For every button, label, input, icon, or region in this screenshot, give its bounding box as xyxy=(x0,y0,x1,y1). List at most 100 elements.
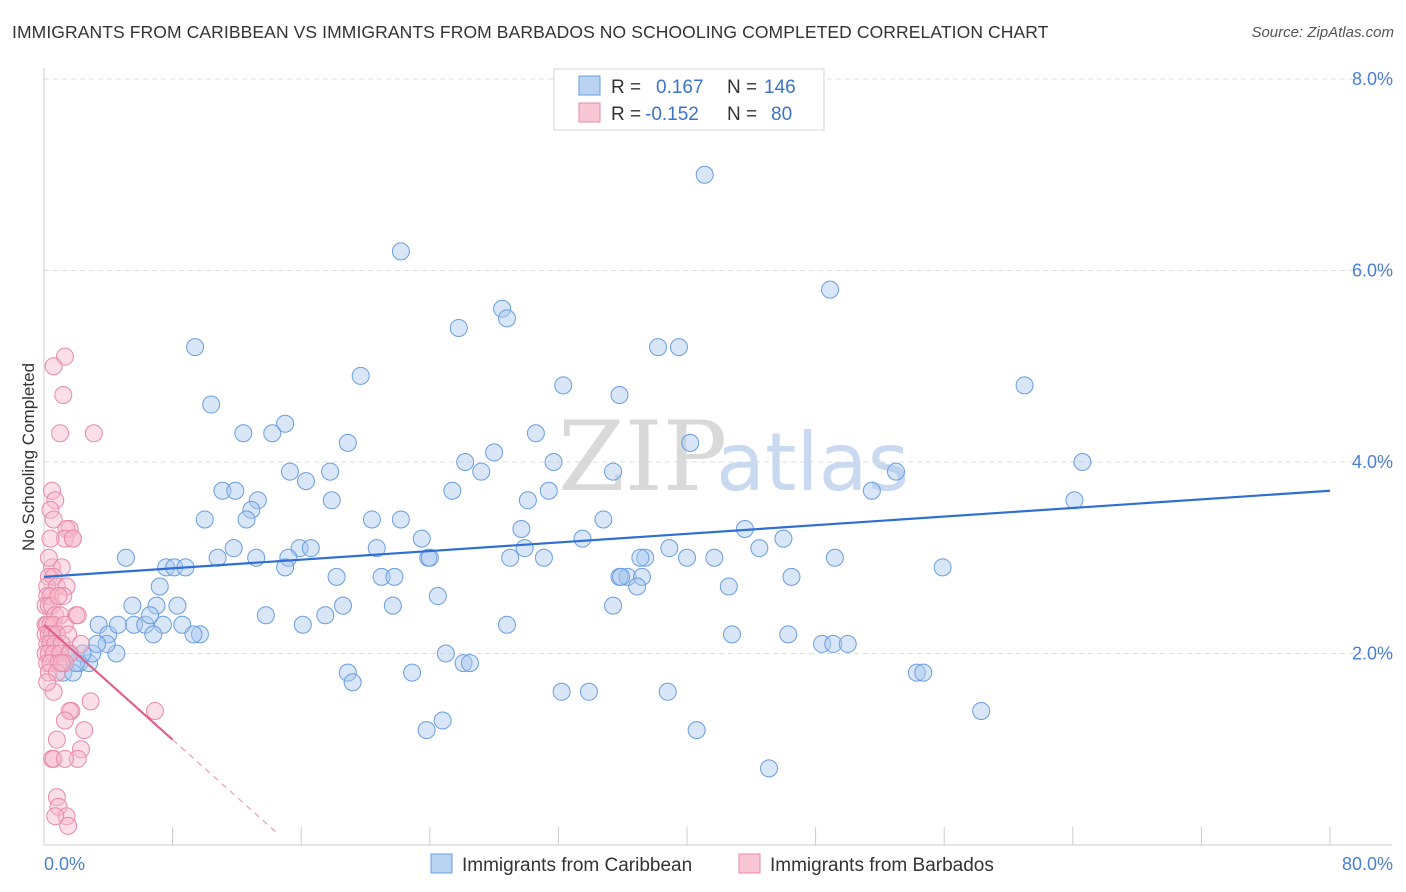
data-point xyxy=(719,577,738,596)
data-point xyxy=(226,481,245,500)
data-point xyxy=(327,567,346,586)
data-point xyxy=(208,548,227,567)
data-point xyxy=(153,615,172,634)
trend-line-caribbean xyxy=(43,489,1331,578)
data-point xyxy=(186,338,205,357)
y-tick-label: 6.0% xyxy=(1352,261,1393,281)
data-point xyxy=(636,548,655,567)
data-point xyxy=(46,807,65,826)
data-point xyxy=(515,539,534,558)
data-point xyxy=(57,520,76,539)
data-point xyxy=(71,740,90,759)
data-point xyxy=(141,606,160,625)
legend-label-caribbean: Immigrants from Caribbean xyxy=(462,855,692,876)
data-point xyxy=(351,366,370,385)
source-label: Source: ZipAtlas.com xyxy=(1251,24,1394,41)
data-point xyxy=(907,663,926,682)
series-legend: Immigrants from Caribbean Immigrants fro… xyxy=(430,853,994,876)
data-point xyxy=(68,749,87,768)
y-tick-label: 4.0% xyxy=(1352,452,1393,472)
data-point xyxy=(391,510,410,529)
data-point xyxy=(297,472,316,491)
data-point xyxy=(632,567,651,586)
data-point xyxy=(544,453,563,471)
data-point xyxy=(51,424,70,443)
trend-extension-barbados xyxy=(172,739,278,834)
data-point xyxy=(49,587,68,606)
data-point xyxy=(631,548,650,567)
legend-swatch-caribbean xyxy=(430,853,453,874)
axes xyxy=(43,68,1392,846)
data-point xyxy=(420,548,439,567)
data-point xyxy=(338,433,357,452)
data-point xyxy=(443,481,462,500)
data-point xyxy=(263,424,282,443)
data-point xyxy=(604,462,623,481)
series-caribbean xyxy=(54,165,1092,778)
data-point xyxy=(612,567,631,586)
data-point xyxy=(59,625,78,644)
data-point xyxy=(886,462,905,481)
data-point xyxy=(658,682,677,701)
data-point xyxy=(60,701,79,720)
data-point xyxy=(552,682,571,701)
data-point xyxy=(914,663,933,682)
data-point xyxy=(338,663,357,682)
data-point xyxy=(456,453,475,471)
data-point xyxy=(779,625,798,644)
data-point xyxy=(116,548,135,567)
data-point xyxy=(594,510,613,529)
grid-lines xyxy=(44,78,1392,654)
legend-n-value: 80 xyxy=(771,104,792,125)
data-point xyxy=(321,462,340,481)
data-point xyxy=(51,606,70,625)
data-point xyxy=(242,500,261,519)
data-point xyxy=(333,596,352,615)
y-axis-title: No Schooling Completed xyxy=(19,363,38,551)
data-point xyxy=(610,385,629,404)
data-point xyxy=(46,491,65,510)
data-point xyxy=(460,654,479,673)
data-point xyxy=(1065,491,1084,510)
data-point xyxy=(280,462,299,481)
trend-lines xyxy=(43,489,1331,834)
data-point xyxy=(84,424,103,443)
data-point xyxy=(750,539,769,558)
data-point xyxy=(44,357,63,376)
data-point xyxy=(75,721,94,740)
data-point xyxy=(38,673,57,692)
data-point xyxy=(301,539,320,558)
data-point xyxy=(59,816,78,835)
watermark: ZIP atlas xyxy=(558,401,909,513)
data-point xyxy=(51,644,70,663)
data-point xyxy=(687,721,706,740)
x-tick-labels: 0.0% 80.0% xyxy=(44,854,1393,874)
data-point xyxy=(55,749,74,768)
x-tick-label: 80.0% xyxy=(1342,854,1393,874)
data-point xyxy=(184,625,203,644)
data-point xyxy=(195,510,214,529)
data-points xyxy=(36,165,1092,835)
watermark-atlas: atlas xyxy=(716,416,909,509)
data-point xyxy=(43,481,62,500)
data-point xyxy=(433,711,452,730)
data-point xyxy=(168,596,187,615)
data-point xyxy=(579,682,598,701)
data-point xyxy=(838,634,857,653)
data-point xyxy=(343,673,362,692)
data-point xyxy=(237,510,256,529)
legend-swatch-caribbean xyxy=(578,75,601,96)
data-point xyxy=(723,625,742,644)
data-point xyxy=(41,500,60,519)
data-point xyxy=(276,414,295,433)
y-tick-label: 8.0% xyxy=(1352,69,1393,89)
data-point xyxy=(485,443,504,462)
data-point xyxy=(147,596,166,615)
data-point xyxy=(933,558,952,577)
data-point xyxy=(628,577,647,596)
trend-line-barbados xyxy=(43,623,174,741)
data-point xyxy=(362,510,381,529)
data-point xyxy=(862,481,881,500)
data-point xyxy=(234,424,253,443)
